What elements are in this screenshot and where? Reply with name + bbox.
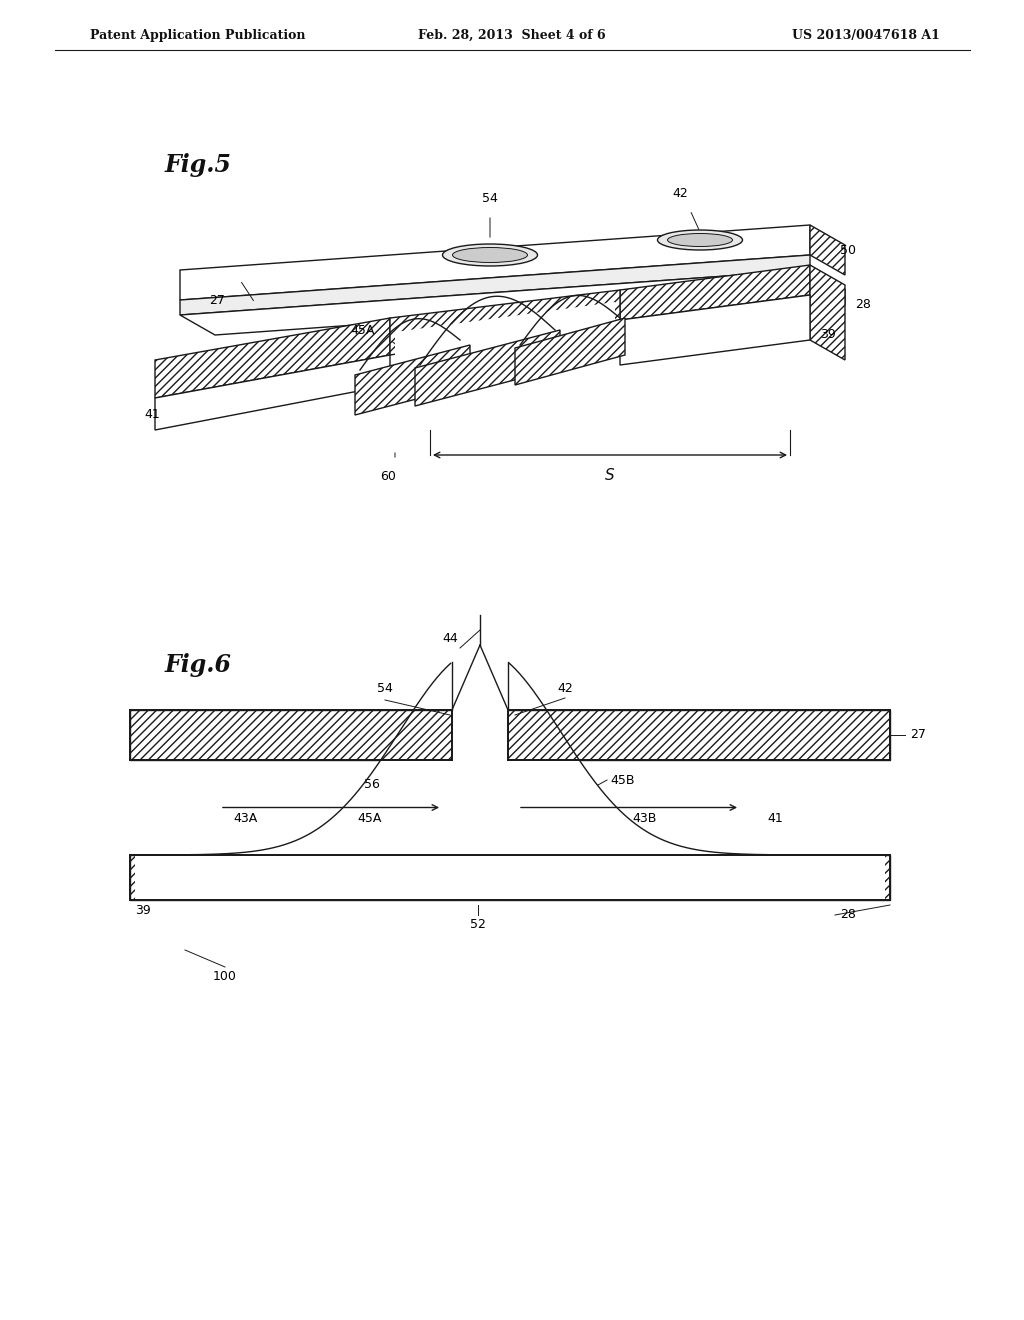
Polygon shape — [180, 255, 810, 315]
Text: 27: 27 — [910, 729, 926, 742]
Text: 39: 39 — [135, 903, 151, 916]
Text: 43A: 43A — [232, 812, 257, 825]
Polygon shape — [180, 271, 845, 335]
Polygon shape — [515, 318, 625, 385]
Polygon shape — [455, 854, 505, 902]
Text: 44: 44 — [442, 632, 458, 645]
Text: Fig.5: Fig.5 — [165, 153, 232, 177]
Polygon shape — [415, 330, 560, 407]
Polygon shape — [395, 302, 615, 387]
Polygon shape — [180, 224, 810, 300]
Text: 27: 27 — [209, 293, 225, 306]
Text: 50: 50 — [840, 243, 856, 256]
Text: Fig.6: Fig.6 — [165, 653, 232, 677]
Polygon shape — [810, 271, 845, 305]
Ellipse shape — [657, 230, 742, 249]
Polygon shape — [130, 710, 890, 760]
Polygon shape — [355, 345, 470, 414]
Text: 42: 42 — [557, 682, 572, 696]
Ellipse shape — [453, 248, 527, 263]
Text: 45A: 45A — [357, 812, 382, 825]
Polygon shape — [155, 318, 390, 399]
Text: 54: 54 — [377, 682, 393, 696]
Ellipse shape — [668, 234, 732, 247]
Text: 28: 28 — [840, 908, 856, 921]
Text: 52: 52 — [470, 917, 486, 931]
Ellipse shape — [442, 244, 538, 267]
Polygon shape — [130, 855, 890, 900]
Polygon shape — [135, 760, 885, 900]
Text: 45A: 45A — [350, 323, 375, 337]
Text: 41: 41 — [767, 812, 783, 825]
Text: 28: 28 — [855, 298, 870, 312]
Polygon shape — [390, 290, 620, 355]
Polygon shape — [155, 355, 390, 430]
Text: 43B: 43B — [633, 812, 657, 825]
Polygon shape — [620, 294, 810, 366]
Text: S: S — [605, 469, 614, 483]
Text: 56: 56 — [365, 779, 380, 792]
Polygon shape — [810, 224, 845, 275]
Text: 45B: 45B — [610, 774, 635, 787]
Polygon shape — [452, 709, 508, 762]
Text: 50: 50 — [470, 813, 486, 826]
Text: 54: 54 — [482, 191, 498, 205]
Polygon shape — [453, 762, 507, 854]
Text: 100: 100 — [213, 970, 237, 983]
Text: 39: 39 — [820, 329, 836, 342]
Text: 41: 41 — [144, 408, 160, 421]
Polygon shape — [620, 265, 810, 319]
Text: 60: 60 — [380, 470, 396, 483]
Text: US 2013/0047618 A1: US 2013/0047618 A1 — [793, 29, 940, 41]
Text: Patent Application Publication: Patent Application Publication — [90, 29, 305, 41]
Text: 42: 42 — [672, 187, 688, 201]
Text: Feb. 28, 2013  Sheet 4 of 6: Feb. 28, 2013 Sheet 4 of 6 — [418, 29, 606, 41]
Polygon shape — [810, 265, 845, 360]
